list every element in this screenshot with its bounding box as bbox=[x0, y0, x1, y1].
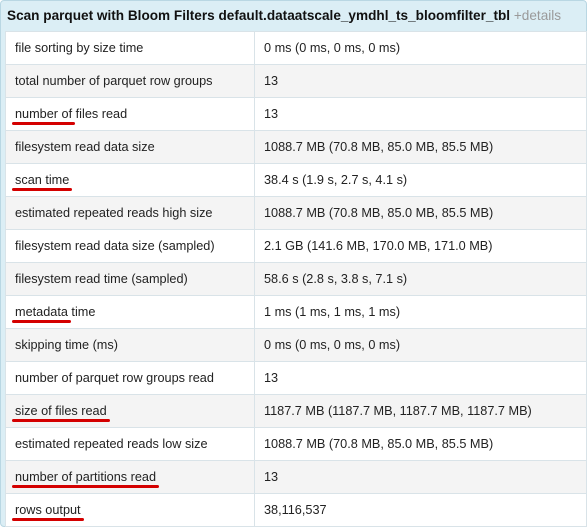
metric-name-rest: time bbox=[67, 305, 96, 319]
metric-name: total number of parquet row groups bbox=[5, 64, 255, 98]
metric-name: estimated repeated reads high size bbox=[5, 196, 255, 230]
metrics-table: file sorting by size time 0 ms (0 ms, 0 … bbox=[5, 31, 587, 527]
metric-value: 1187.7 MB (1187.7 MB, 1187.7 MB, 1187.7 … bbox=[254, 394, 587, 428]
metric-value: 1088.7 MB (70.8 MB, 85.0 MB, 85.5 MB) bbox=[254, 130, 587, 164]
table-row: file sorting by size time 0 ms (0 ms, 0 … bbox=[5, 31, 587, 65]
metric-name: number of files read bbox=[5, 97, 255, 131]
table-row: total number of parquet row groups 13 bbox=[5, 64, 587, 98]
table-row: number of partitions read 13 bbox=[5, 460, 587, 494]
metric-name: filesystem read time (sampled) bbox=[5, 262, 255, 296]
table-row: filesystem read data size (sampled) 2.1 … bbox=[5, 229, 587, 263]
metric-value: 1088.7 MB (70.8 MB, 85.0 MB, 85.5 MB) bbox=[254, 427, 587, 461]
table-row: filesystem read data size 1088.7 MB (70.… bbox=[5, 130, 587, 164]
table-row: rows output 38,116,537 bbox=[5, 493, 587, 527]
metric-value: 13 bbox=[254, 97, 587, 131]
metric-value: 38,116,537 bbox=[254, 493, 587, 527]
metric-value: 58.6 s (2.8 s, 3.8 s, 7.1 s) bbox=[254, 262, 587, 296]
metric-name: number of parquet row groups read bbox=[5, 361, 255, 395]
panel-header: Scan parquet with Bloom Filters default.… bbox=[1, 1, 586, 30]
table-row: skipping time (ms) 0 ms (0 ms, 0 ms, 0 m… bbox=[5, 328, 587, 362]
red-underline-annotation: number of partitions read bbox=[11, 470, 160, 488]
metric-name: size of files read bbox=[5, 394, 255, 428]
metric-name-rest: files read bbox=[72, 107, 128, 121]
metric-value: 38.4 s (1.9 s, 2.7 s, 4.1 s) bbox=[254, 163, 587, 197]
red-underline-annotation: size of files read bbox=[12, 404, 110, 422]
metric-name: number of partitions read bbox=[5, 460, 255, 494]
red-underline-annotation: number of bbox=[11, 107, 76, 125]
panel-title: Scan parquet with Bloom Filters default.… bbox=[7, 8, 511, 23]
table-row: estimated repeated reads low size 1088.7… bbox=[5, 427, 587, 461]
table-row: number of parquet row groups read 13 bbox=[5, 361, 587, 395]
red-underline-annotation: rows output bbox=[12, 503, 84, 521]
details-link[interactable]: +details bbox=[513, 8, 562, 23]
metric-name: metadata time bbox=[5, 295, 255, 329]
metric-value: 1088.7 MB (70.8 MB, 85.0 MB, 85.5 MB) bbox=[254, 196, 587, 230]
metric-name: estimated repeated reads low size bbox=[5, 427, 255, 461]
metric-value: 13 bbox=[254, 64, 587, 98]
table-row: filesystem read time (sampled) 58.6 s (2… bbox=[5, 262, 587, 296]
red-underline-annotation: scan time bbox=[11, 173, 73, 191]
table-row: scan time 38.4 s (1.9 s, 2.7 s, 4.1 s) bbox=[5, 163, 587, 197]
metric-name: scan time bbox=[5, 163, 255, 197]
metric-name: filesystem read data size bbox=[5, 130, 255, 164]
metric-value: 13 bbox=[254, 361, 587, 395]
red-underline-annotation: metadata bbox=[12, 305, 71, 323]
metric-value: 0 ms (0 ms, 0 ms, 0 ms) bbox=[254, 31, 587, 65]
table-row: size of files read 1187.7 MB (1187.7 MB,… bbox=[5, 394, 587, 428]
metric-name: rows output bbox=[5, 493, 255, 527]
metric-name: filesystem read data size (sampled) bbox=[5, 229, 255, 263]
metric-name: skipping time (ms) bbox=[5, 328, 255, 362]
table-row: number of files read 13 bbox=[5, 97, 587, 131]
metric-value: 2.1 GB (141.6 MB, 170.0 MB, 171.0 MB) bbox=[254, 229, 587, 263]
metric-value: 0 ms (0 ms, 0 ms, 0 ms) bbox=[254, 328, 587, 362]
metric-value: 13 bbox=[254, 460, 587, 494]
metric-value: 1 ms (1 ms, 1 ms, 1 ms) bbox=[254, 295, 587, 329]
table-row: metadata time 1 ms (1 ms, 1 ms, 1 ms) bbox=[5, 295, 587, 329]
metric-name: file sorting by size time bbox=[5, 31, 255, 65]
table-row: estimated repeated reads high size 1088.… bbox=[5, 196, 587, 230]
